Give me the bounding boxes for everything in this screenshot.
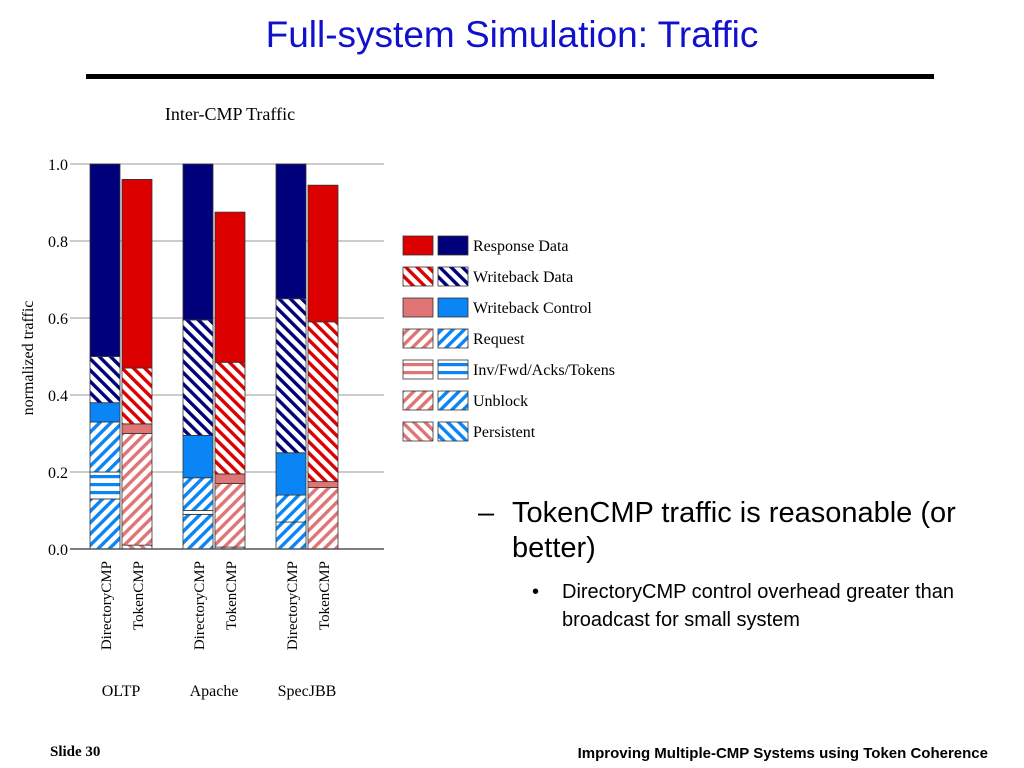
y-tick-label: 0.0: [48, 542, 68, 559]
x-tick-label: DirectoryCMP: [285, 561, 301, 650]
y-tick-label: 0.2: [48, 465, 68, 482]
bar-segment: [182, 435, 214, 479]
bar-segment: [307, 184, 339, 323]
legend-swatch: [402, 421, 434, 442]
legend-label: Writeback Data: [473, 269, 573, 286]
bar-segment: [275, 298, 307, 454]
bar-segment: [307, 486, 339, 550]
legend-swatch: [402, 235, 434, 256]
group-label: SpecJBB: [278, 683, 337, 700]
bullet-item: – TokenCMP traffic is reasonable (or bet…: [478, 496, 1024, 566]
bar-segment: [182, 477, 214, 511]
subbullet-dot: •: [532, 581, 540, 603]
bar-segment: [121, 423, 153, 434]
bar-segment: [214, 361, 246, 475]
bar-segment: [182, 513, 214, 550]
bar-segment: [89, 402, 121, 423]
legend-swatch: [402, 297, 434, 318]
legend-swatch: [402, 328, 434, 349]
legend-swatch: [437, 297, 469, 318]
legend-label: Response Data: [473, 238, 569, 255]
legend-label: Request: [473, 331, 525, 348]
bullet-dash: –: [478, 497, 495, 529]
slide-title: Full-system Simulation: Traffic: [265, 14, 759, 55]
bar-segment: [89, 163, 121, 357]
legend-swatch: [402, 359, 434, 380]
legend-label: Unblock: [473, 393, 528, 410]
bar-segment: [307, 481, 339, 488]
bullet-text: TokenCMP traffic is reasonable (or bette…: [512, 497, 956, 564]
bar-segment: [214, 483, 246, 548]
bar-segment: [121, 433, 153, 546]
title-divider: [86, 74, 934, 79]
bar-segment: [89, 421, 121, 473]
legend-swatch: [437, 390, 469, 411]
bar-segment: [121, 179, 153, 369]
legend-swatch: [437, 266, 469, 287]
legend-swatch: [437, 421, 469, 442]
y-tick-label: 0.8: [48, 234, 68, 251]
subbullet-text: DirectoryCMP control overhead greater th…: [562, 581, 955, 631]
x-tick-label: DirectoryCMP: [99, 561, 115, 650]
x-tick-label: DirectoryCMP: [192, 561, 208, 650]
group-label: OLTP: [102, 683, 141, 700]
slide-number: Slide 30: [50, 744, 101, 760]
bar-segment: [89, 471, 121, 500]
x-tick-label: TokenCMP: [317, 561, 333, 630]
bar-segment: [182, 510, 214, 515]
legend-swatch: [437, 359, 469, 380]
legend-swatch: [437, 235, 469, 256]
legend-label: Writeback Control: [473, 300, 592, 317]
legend-swatch: [437, 328, 469, 349]
legend-label: Persistent: [473, 424, 536, 441]
chart-title: Inter-CMP Traffic: [165, 104, 295, 124]
bar-segment: [89, 356, 121, 404]
bar-segment: [214, 211, 246, 363]
legend-swatch: [402, 390, 434, 411]
legend-label: Inv/Fwd/Acks/Tokens: [473, 362, 615, 379]
bar-segment: [182, 319, 214, 436]
x-tick-label: TokenCMP: [131, 561, 147, 630]
bar-segment: [275, 452, 307, 496]
legend-swatch: [402, 266, 434, 287]
bar-segment: [182, 163, 214, 321]
y-tick-label: 0.6: [48, 311, 68, 328]
bar-segment: [89, 498, 121, 550]
bar-segment: [121, 367, 153, 425]
traffic-chart: Inter-CMP Traffic normalized traffic 0.0…: [20, 104, 615, 700]
bullet-list: – TokenCMP traffic is reasonable (or bet…: [478, 496, 1024, 634]
bar-segment: [275, 494, 307, 523]
subbullet-item: • DirectoryCMP control overhead greater …: [532, 578, 1022, 634]
bar-segment: [307, 321, 339, 483]
group-label: Apache: [190, 683, 239, 700]
bar-segment: [275, 163, 307, 300]
y-tick-label: 0.4: [48, 388, 68, 405]
bar-segment: [214, 473, 246, 484]
footer-title: Improving Multiple-CMP Systems using Tok…: [577, 745, 988, 762]
y-tick-label: 1.0: [48, 157, 68, 174]
x-tick-label: TokenCMP: [224, 561, 240, 630]
y-axis-label: normalized traffic: [20, 301, 37, 416]
bar-segment: [275, 521, 307, 550]
